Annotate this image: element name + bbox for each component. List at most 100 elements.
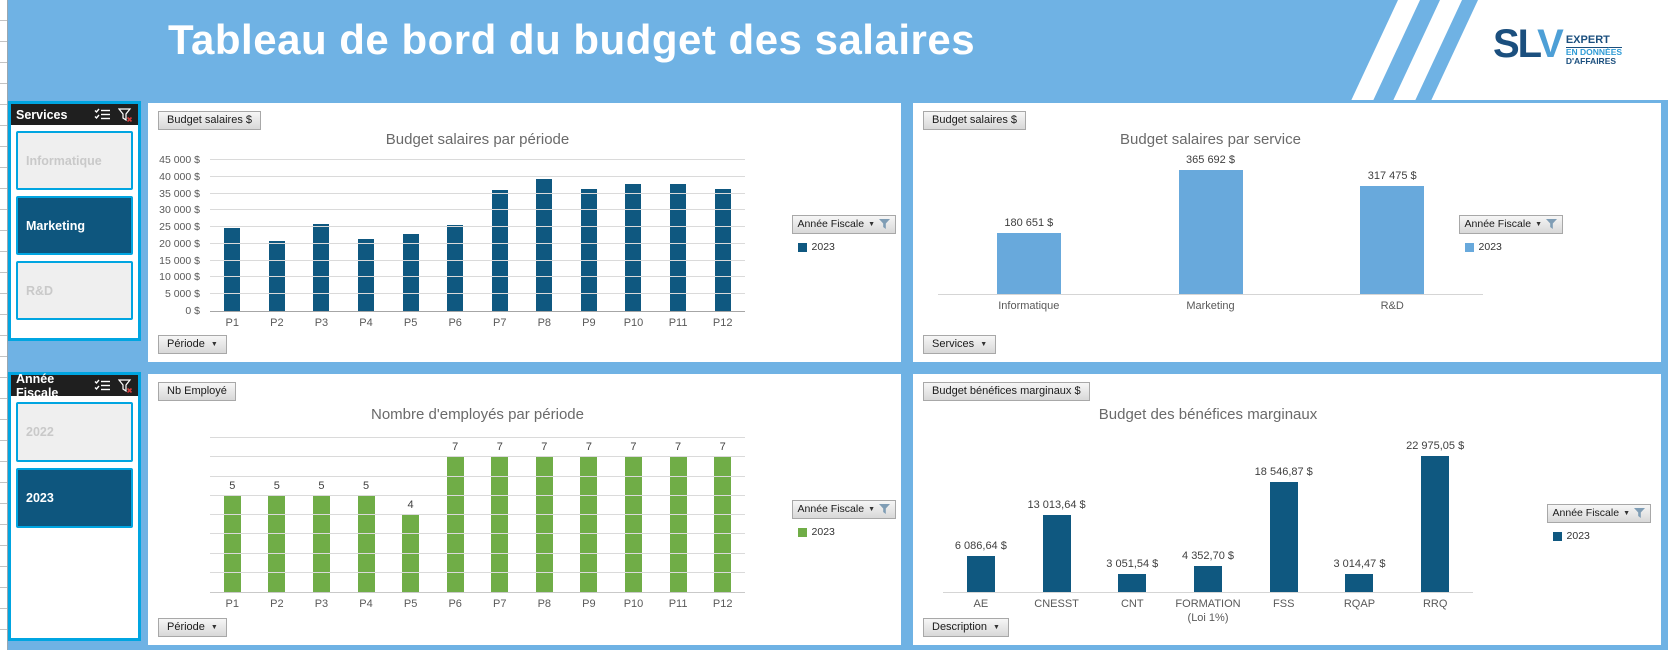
clear-filter-icon[interactable] (118, 378, 133, 393)
logo-brand-v: V (1537, 22, 1564, 66)
bar-formation-loi-1-[interactable] (1194, 566, 1223, 592)
bar-p6[interactable] (447, 225, 464, 311)
multi-select-icon[interactable] (94, 108, 111, 121)
bar-p4[interactable] (358, 239, 375, 311)
field-button-budget-salaires[interactable]: Budget salaires $ (158, 111, 261, 130)
slicer-services-header: Services (11, 104, 138, 125)
category-label: P12 (712, 317, 733, 329)
bar-column (611, 160, 656, 311)
gridline (210, 276, 745, 278)
gridline (210, 456, 745, 458)
bar-cnt[interactable] (1118, 573, 1147, 592)
bars-row: 6 086,64 $ 13 013,64 $ 3 051,54 $ 4 352,70 … (943, 440, 1473, 592)
bar-p5[interactable] (402, 233, 419, 311)
category-label: CNESST (1034, 598, 1079, 610)
category-label: FSS (1273, 598, 1295, 610)
x-axis-labels: P1 P2 P3 P4 P5 P6 P7 P8 P9 P10 P11 P12 (210, 598, 745, 612)
axis-field-button-periode[interactable]: Période ▼ (158, 618, 227, 637)
data-label: 5 (229, 479, 236, 492)
field-button-nb-employe[interactable]: Nb Employé (158, 382, 236, 401)
y-tick-label: 15 000 $ (159, 254, 200, 267)
axis-field-button-services[interactable]: Services ▼ (923, 335, 997, 354)
slicer-item-r-d[interactable]: R&D (16, 261, 133, 320)
bar-fss[interactable] (1269, 482, 1298, 592)
bar-p11[interactable] (669, 457, 687, 592)
bar-ae[interactable] (966, 555, 995, 592)
category-label: FORMATION (Loi 1%) (1175, 598, 1241, 624)
bar-column: 7 (656, 438, 701, 592)
bar-marketing[interactable] (1178, 169, 1243, 294)
slicer-item-2023[interactable]: 2023 (16, 468, 133, 528)
legend-swatch (797, 242, 807, 252)
category-label: P9 (582, 317, 596, 329)
bar-column: 7 (433, 438, 478, 592)
bar-p3[interactable] (312, 495, 330, 592)
axis-field-button-periode[interactable]: Période ▼ (158, 335, 227, 354)
legend-entry-label: 2023 (1566, 530, 1590, 542)
clear-filter-icon[interactable] (118, 107, 133, 122)
bar-column: 13 013,64 $ (1019, 444, 1095, 592)
legend-filter-button[interactable]: Année Fiscale ▼ (1458, 215, 1563, 234)
bar-p7[interactable] (491, 190, 508, 311)
bar-p9[interactable] (580, 457, 598, 592)
bar-rqap[interactable] (1345, 574, 1374, 592)
data-label: 7 (719, 441, 726, 454)
bar-p1[interactable] (224, 227, 241, 311)
bar-p7[interactable] (491, 457, 509, 592)
legend-filter-button[interactable]: Année Fiscale ▼ (1546, 504, 1651, 523)
multi-select-icon[interactable] (94, 379, 111, 392)
bar-p1[interactable] (223, 495, 241, 592)
bar-column (255, 160, 300, 311)
x-axis-labels: Informatique Marketing R&D (938, 300, 1483, 314)
bar-p10[interactable] (624, 457, 642, 592)
legend-filter-button[interactable]: Année Fiscale ▼ (791, 215, 896, 234)
slicer-item-2022[interactable]: 2022 (16, 402, 133, 462)
bar-p9[interactable] (580, 189, 597, 311)
gridline (210, 533, 745, 535)
bar-p5[interactable] (402, 515, 420, 592)
x-axis-labels: P1 P2 P3 P4 P5 P6 P7 P8 P9 P10 P11 P12 (210, 317, 745, 331)
axis-field-button-description[interactable]: Description ▼ (923, 618, 1009, 637)
bar-p2[interactable] (268, 495, 286, 592)
legend-filter-button[interactable]: Année Fiscale ▼ (791, 500, 896, 519)
bar-cnesst[interactable] (1042, 514, 1071, 592)
category-label: RRQ (1422, 598, 1448, 610)
dropdown-arrow-icon: ▼ (868, 505, 875, 513)
bar-p4[interactable] (357, 495, 375, 592)
excel-row-gridline-strip (0, 0, 8, 650)
field-button-label: Services (932, 338, 975, 350)
bar-column: 7 (700, 438, 745, 592)
bar-column (210, 160, 255, 311)
slicer-item-marketing[interactable]: Marketing (16, 196, 133, 255)
field-button-budget-salaires[interactable]: Budget salaires $ (923, 111, 1026, 130)
data-label: 3 051,54 $ (1106, 557, 1159, 570)
bar-p8[interactable] (535, 457, 553, 592)
page-title: Tableau de bord du budget des salaires (168, 16, 976, 63)
data-label: 5 (362, 479, 370, 492)
bar-p12[interactable] (714, 189, 731, 311)
bar-p8[interactable] (536, 178, 553, 311)
filter-funnel-icon (1634, 508, 1645, 518)
legend-button-label: Année Fiscale (1552, 507, 1620, 519)
gridline (210, 437, 745, 438)
bar-r-d[interactable] (1360, 186, 1425, 294)
bar-p11[interactable] (670, 183, 687, 311)
gridline (210, 226, 745, 228)
data-label: 7 (675, 441, 682, 454)
bar-p12[interactable] (714, 457, 732, 592)
bar-p10[interactable] (625, 183, 642, 311)
data-label: 3 014,47 $ (1333, 558, 1386, 571)
gridline (210, 175, 745, 177)
bar-p6[interactable] (446, 457, 464, 592)
category-label: P7 (493, 317, 507, 329)
bar-p3[interactable] (313, 223, 330, 311)
chart-title: Budget salaires par service (1120, 131, 1301, 148)
gridline (210, 571, 745, 573)
bar-rrq[interactable] (1421, 456, 1450, 592)
field-button-budget-benefices[interactable]: Budget bénéfices marginaux $ (923, 382, 1090, 401)
legend-entry-label: 2023 (1478, 241, 1502, 253)
bar-informatique[interactable] (996, 232, 1061, 294)
legend: Année Fiscale ▼ 2023 (1546, 504, 1651, 542)
gridline (210, 242, 745, 244)
slicer-item-informatique[interactable]: Informatique (16, 131, 133, 190)
